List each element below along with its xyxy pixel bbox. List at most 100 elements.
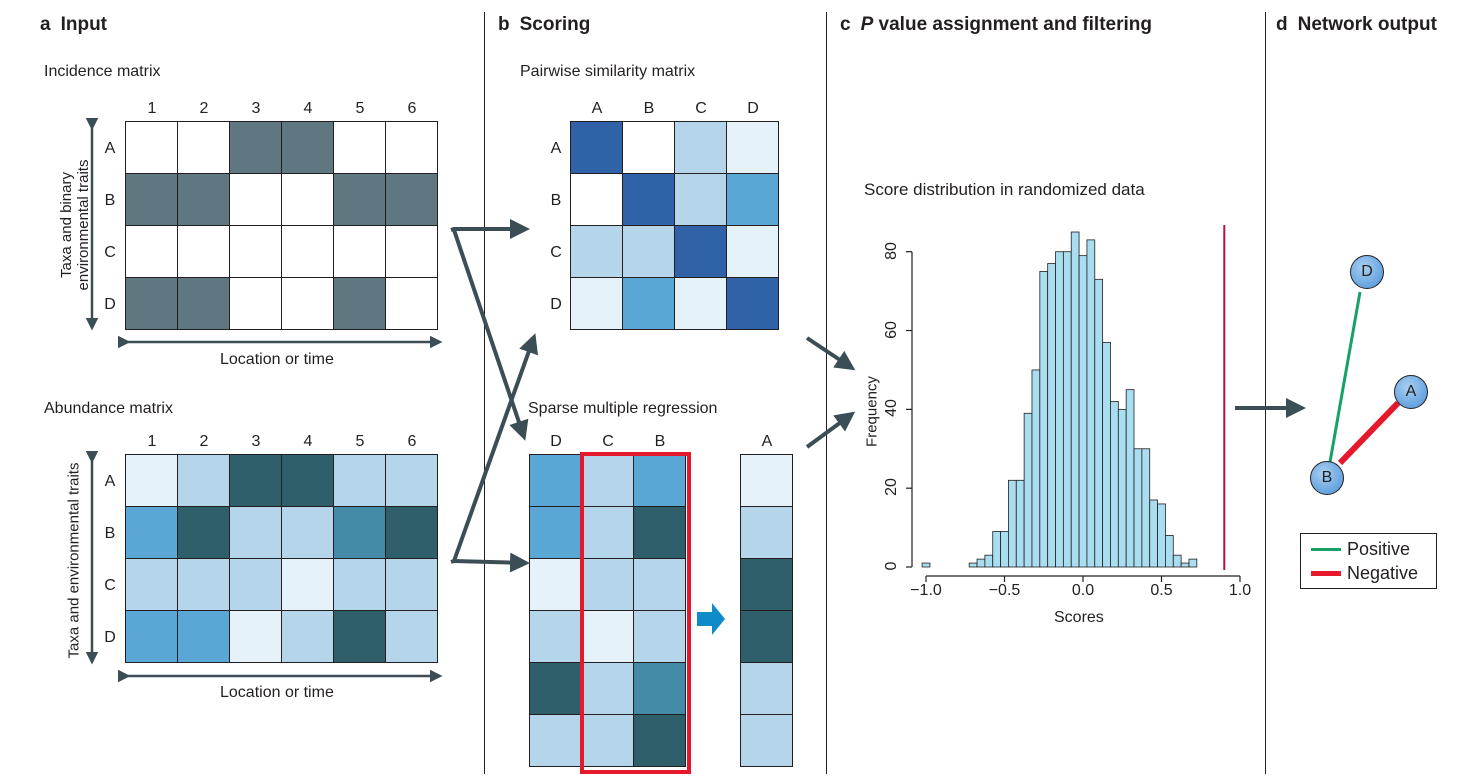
matrix-cell bbox=[230, 455, 281, 506]
matrix-cell bbox=[126, 611, 177, 662]
column-header: 2 bbox=[199, 100, 209, 117]
matrix-cell bbox=[623, 226, 674, 277]
similarity-matrix-title: Pairwise similarity matrix bbox=[520, 63, 696, 80]
matrix-cell bbox=[741, 559, 792, 610]
matrix-cell bbox=[634, 559, 685, 610]
row-label: B bbox=[104, 525, 116, 542]
matrix-cell bbox=[571, 278, 622, 329]
matrix-cell bbox=[282, 278, 333, 329]
matrix-cell bbox=[634, 611, 685, 662]
histogram-bar bbox=[1102, 341, 1111, 568]
column-header: 1 bbox=[147, 100, 157, 117]
column-header: 4 bbox=[303, 100, 313, 117]
matrix-cell bbox=[741, 715, 792, 766]
histogram-bar bbox=[1047, 263, 1056, 568]
matrix-cell bbox=[282, 455, 333, 506]
matrix-cell bbox=[126, 122, 177, 173]
abundance-to-similarity-arrow bbox=[452, 333, 539, 562]
histogram-bar bbox=[1110, 401, 1119, 568]
matrix-cell bbox=[634, 715, 685, 766]
matrix-cell bbox=[582, 559, 633, 610]
histogram-bar bbox=[1149, 499, 1158, 568]
row-label: B bbox=[104, 192, 116, 209]
selected-predictors-box bbox=[580, 452, 691, 774]
row-label: D bbox=[104, 629, 116, 646]
histogram-bar bbox=[921, 562, 931, 568]
matrix-cell bbox=[230, 174, 281, 225]
matrix-cell bbox=[386, 611, 437, 662]
abundance-x-label: Location or time bbox=[220, 684, 334, 701]
histogram-bar bbox=[1180, 562, 1190, 568]
matrix-cell bbox=[530, 559, 581, 610]
incidence-to-regression-arrow bbox=[452, 229, 529, 441]
x-tick-label: 0.5 bbox=[1150, 582, 1173, 599]
matrix-cell bbox=[126, 507, 177, 558]
matrix-cell bbox=[530, 715, 581, 766]
matrix-cell bbox=[623, 122, 674, 173]
regression-title: Sparse multiple regression bbox=[528, 400, 718, 417]
matrix-cell bbox=[741, 455, 792, 506]
row-label: D bbox=[550, 296, 562, 313]
histogram-bar bbox=[1000, 531, 1009, 568]
matrix-cell bbox=[282, 611, 333, 662]
row-label: D bbox=[104, 296, 116, 313]
histogram-bar bbox=[1023, 412, 1033, 568]
row-label: A bbox=[104, 140, 116, 157]
histogram-bar bbox=[1117, 408, 1127, 568]
histogram-bar bbox=[1094, 278, 1104, 568]
matrix-cell bbox=[741, 507, 792, 558]
matrix-cell bbox=[230, 278, 281, 329]
matrix-cell bbox=[530, 663, 581, 714]
abundance-matrix-title: Abundance matrix bbox=[44, 400, 173, 417]
matrix-cell bbox=[571, 226, 622, 277]
matrix-cell bbox=[178, 278, 229, 329]
row-label: B bbox=[550, 192, 562, 209]
column-header: 4 bbox=[303, 433, 313, 450]
row-label: C bbox=[550, 244, 562, 261]
matrix-cell bbox=[178, 507, 229, 558]
matrix-cell bbox=[178, 611, 229, 662]
positive-swatch bbox=[1311, 548, 1341, 551]
network-node-a: A bbox=[1394, 375, 1428, 409]
panel-d-title: d Network output bbox=[1276, 14, 1437, 35]
row-label: A bbox=[550, 140, 562, 157]
histogram-bar bbox=[1008, 479, 1017, 568]
matrix-cell bbox=[571, 122, 622, 173]
edge-a-b-negative bbox=[1337, 400, 1401, 466]
matrix-cell bbox=[334, 455, 385, 506]
matrix-cell bbox=[530, 611, 581, 662]
matrix-cell bbox=[230, 122, 281, 173]
matrix-cell bbox=[634, 507, 685, 558]
matrix-cell bbox=[230, 559, 281, 610]
x-tick-label: −0.5 bbox=[988, 582, 1021, 599]
histogram-bar bbox=[1015, 479, 1025, 568]
column-header: B bbox=[643, 100, 655, 117]
histogram-bar bbox=[1070, 231, 1080, 568]
matrix-cell bbox=[675, 278, 726, 329]
matrix-cell bbox=[126, 174, 177, 225]
abundance-to-regression-arrow bbox=[450, 552, 530, 573]
matrix-cell bbox=[530, 507, 581, 558]
matrix-cell bbox=[386, 507, 437, 558]
matrix-cell bbox=[386, 174, 437, 225]
histogram-bar bbox=[1165, 535, 1174, 568]
network-node-d: D bbox=[1350, 255, 1384, 289]
histogram-bars bbox=[921, 231, 1198, 568]
matrix-cell bbox=[675, 174, 726, 225]
matrix-cell bbox=[230, 226, 281, 277]
incidence-x-label: Location or time bbox=[220, 351, 334, 368]
column-header: 3 bbox=[251, 100, 261, 117]
column-header: A bbox=[591, 100, 603, 117]
matrix-cell bbox=[571, 174, 622, 225]
regression-blue-arrow bbox=[697, 603, 725, 635]
histogram-bar bbox=[1125, 389, 1135, 568]
matrix-cell bbox=[334, 174, 385, 225]
matrix-cell bbox=[582, 455, 633, 506]
histogram-bar bbox=[1141, 448, 1151, 568]
predictor-matrix bbox=[529, 454, 686, 767]
legend-positive: Positive bbox=[1311, 539, 1410, 560]
matrix-cell bbox=[741, 663, 792, 714]
matrix-cell bbox=[126, 455, 177, 506]
